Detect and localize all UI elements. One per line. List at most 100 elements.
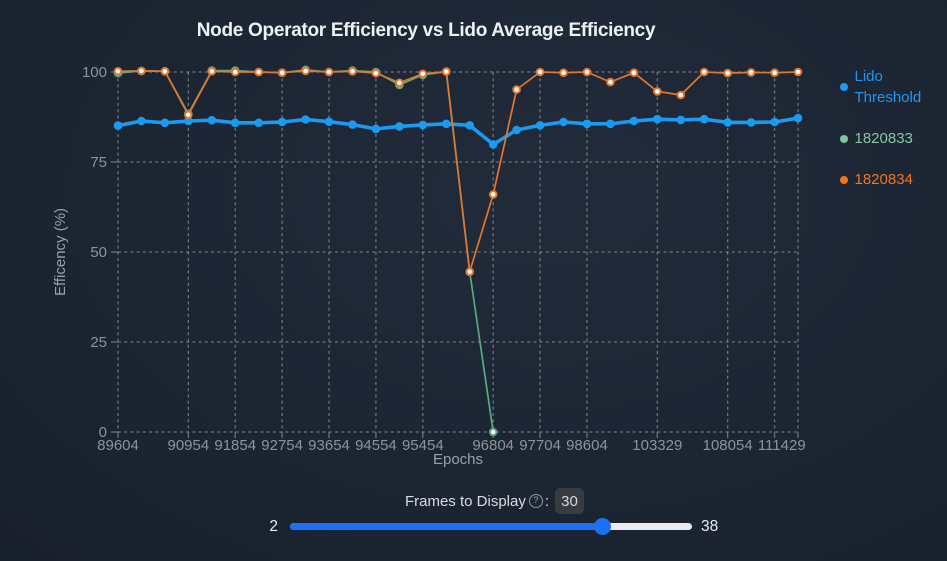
frames-slider-fill (290, 522, 603, 530)
marker-lido-threshold (629, 116, 639, 126)
marker-lido-threshold (770, 117, 779, 127)
marker-1820834 (723, 68, 733, 78)
legend-item-lido-threshold[interactable]: Lido Threshold (839, 66, 946, 108)
marker-1820834 (395, 78, 404, 88)
legend-label-1820834: 1820834 (854, 171, 913, 188)
x-tick-label-111429: 111429 (758, 437, 806, 454)
x-tick-label-97704: 97704 (519, 437, 561, 454)
marker-1820834 (535, 67, 545, 77)
marker-lido-threshold (582, 119, 592, 129)
marker-lido-threshold (184, 116, 193, 126)
x-tick-label-94554: 94554 (355, 437, 397, 454)
legend-label-lido-threshold: Lido Threshold (854, 68, 922, 106)
marker-1820834 (184, 110, 193, 120)
marker-lido-threshold (324, 117, 334, 126)
x-axis-title: Epochs (433, 451, 483, 468)
marker-lido-threshold (699, 114, 709, 124)
marker-1820834 (113, 67, 123, 76)
legend-item-1820833[interactable]: 1820833 (839, 128, 946, 149)
marker-1820834 (793, 67, 803, 77)
x-tick-label-93654: 93654 (308, 437, 350, 454)
marker-lido-threshold (418, 120, 428, 130)
marker-lido-threshold (793, 113, 803, 123)
marker-lido-threshold (395, 122, 404, 131)
marker-lido-threshold (348, 120, 357, 129)
x-tick-label-96804: 96804 (472, 437, 514, 454)
marker-lido-threshold (160, 118, 170, 128)
marker-1820834 (254, 67, 264, 77)
frames-value-input[interactable]: 30 (555, 488, 585, 514)
marker-lido-threshold (535, 121, 545, 130)
frames-to-display-label: Frames to Display (404, 492, 526, 510)
marker-lido-threshold (137, 116, 146, 126)
marker-lido-threshold (465, 121, 475, 130)
marker-lido-threshold (676, 115, 686, 125)
y-axis-title: Efficency (%) (52, 208, 69, 296)
marker-1820834 (137, 66, 146, 76)
y-tick-label-0: 0 (99, 424, 107, 441)
x-tick-label-98604: 98604 (566, 437, 608, 454)
marker-lido-threshold (746, 118, 756, 127)
marker-lido-threshold (606, 119, 615, 129)
legend-label-1820833: 1820833 (854, 130, 913, 147)
marker-lido-threshold (301, 115, 310, 124)
marker-1820834 (488, 190, 498, 199)
help-icon[interactable]: ? (528, 494, 543, 508)
marker-1820834 (770, 68, 779, 77)
y-tick-label-50: 50 (90, 244, 107, 261)
series-line-lido-threshold (117, 116, 799, 147)
x-tick-label-92754: 92754 (261, 437, 303, 454)
x-tick-label-95454: 95454 (402, 437, 444, 454)
marker-1820834 (653, 87, 662, 96)
marker-1820834 (207, 67, 217, 76)
marker-1820834 (606, 77, 615, 87)
marker-1820834 (371, 68, 381, 78)
marker-1820834 (699, 67, 709, 77)
x-tick-label-108054: 108054 (703, 437, 753, 454)
chart-title: Node Operator Efficiency vs Lido Average… (196, 20, 656, 41)
marker-1820834 (160, 67, 170, 76)
frames-label-separator: : (544, 492, 550, 510)
frames-to-display-row: Frames to Display ? : 30 (21, 488, 947, 514)
y-tick-label-100: 100 (82, 64, 107, 81)
x-tick-label-91854: 91854 (214, 437, 256, 454)
marker-lido-threshold (371, 124, 381, 134)
marker-1820834 (746, 68, 756, 77)
frames-slider-handle[interactable] (594, 517, 612, 535)
marker-lido-threshold (230, 118, 240, 128)
marker-lido-threshold (113, 121, 123, 130)
chart-legend: Lido Threshold 1820833 1820834 (839, 66, 946, 190)
marker-lido-threshold (723, 118, 732, 127)
slider-min-label: 2 (269, 518, 278, 535)
marker-1820833 (488, 427, 498, 437)
marker-1820834 (442, 67, 451, 76)
marker-1820834 (629, 68, 639, 77)
operator-1820834-dot-icon (839, 175, 848, 184)
frames-slider-track[interactable] (290, 517, 692, 535)
marker-lido-threshold (277, 117, 287, 127)
marker-lido-threshold (559, 117, 568, 127)
marker-1820834 (301, 66, 310, 76)
operator-1820833-dot-icon (839, 134, 848, 143)
marker-1820834 (465, 267, 475, 277)
marker-lido-threshold (207, 115, 217, 125)
marker-1820834 (559, 68, 568, 77)
marker-1820834 (324, 67, 334, 77)
marker-lido-threshold (488, 140, 498, 149)
x-tick-label-103329: 103329 (632, 437, 682, 454)
efficiency-line-chart: 0 25 50 75 100 89604 90954 91854 92754 93654 94554… (52, 64, 806, 468)
legend-item-1820834[interactable]: 1820834 (839, 169, 946, 190)
x-tick-label-90954: 90954 (167, 437, 209, 454)
slider-max-label: 38 (701, 518, 719, 535)
series-line-1820834 (117, 70, 799, 273)
marker-1820834 (512, 85, 521, 94)
marker-1820834 (676, 90, 686, 100)
marker-1820834 (418, 69, 428, 79)
marker-1820834 (230, 67, 240, 77)
marker-lido-threshold (653, 114, 662, 124)
marker-1820834 (277, 68, 287, 77)
x-tick-label-89604: 89604 (97, 437, 139, 454)
marker-lido-threshold (254, 118, 263, 128)
marker-1820834 (582, 67, 592, 77)
marker-1820834 (348, 67, 357, 76)
